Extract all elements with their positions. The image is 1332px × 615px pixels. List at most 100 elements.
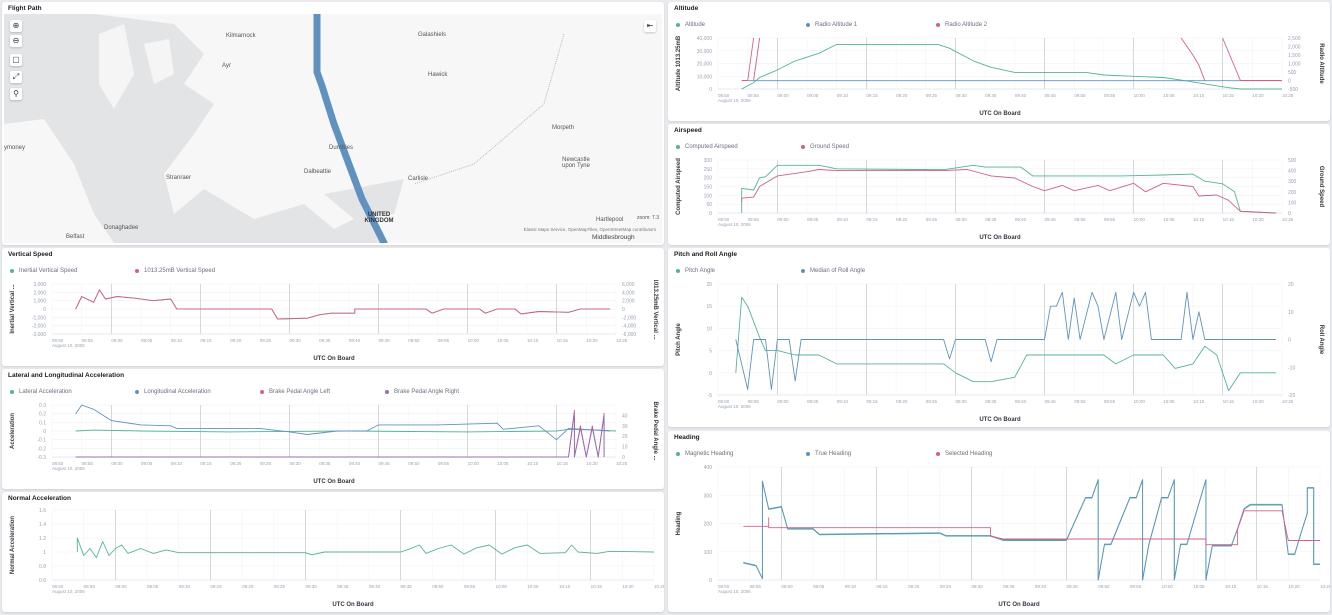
y-tick-label: 150 bbox=[704, 185, 713, 191]
legend-item[interactable]: Radio Altitude 1 bbox=[806, 20, 936, 30]
legend-item[interactable]: Median of Roll Angle bbox=[801, 266, 926, 276]
legend-item[interactable]: Inertial Vertical Speed bbox=[10, 266, 135, 276]
x-tick-label: 08:50 bbox=[52, 461, 64, 466]
legend-item[interactable]: Pitch Angle bbox=[676, 266, 801, 276]
x-date-label: August 10, 2006 bbox=[52, 589, 85, 594]
series-line-selected-heading bbox=[743, 510, 1320, 546]
collapse-left-icon[interactable]: ⇤ bbox=[644, 20, 656, 32]
lat-long-accel-chart: -0.3 -0.2 -0.1 0 0.1 0.2 0.3 0 10 20 30 40 08:50Augu… bbox=[10, 401, 658, 485]
x-tick-label: 09:35 bbox=[985, 93, 997, 98]
legend-dot-icon bbox=[135, 390, 139, 394]
map-label: Dalbeattie bbox=[304, 169, 332, 175]
chart-area[interactable]: 0.6 0.8 1 1.2 1.4 1.6 08:50 August 10, 2006 08:5… bbox=[2, 506, 664, 612]
map-label: Kilmarnock bbox=[226, 33, 256, 39]
flight-path-map[interactable]: ⊕ ⊖ ▢ ⤢ ⚲ ⇤ Kilmarnock Ayr Galashiels Ha… bbox=[4, 14, 662, 243]
y-tick-label: 40,000 bbox=[697, 36, 713, 42]
x-tick-label: 09:30 bbox=[955, 217, 967, 222]
legend-item[interactable]: Altitude bbox=[676, 20, 806, 30]
legend-item[interactable]: Radio Altitude 2 bbox=[936, 20, 1066, 30]
draw-distance-button[interactable]: ⤢ bbox=[10, 71, 22, 83]
x-tick-label: 09:30 bbox=[289, 338, 301, 343]
legend-label: Brake Pedal Angle Left bbox=[269, 389, 331, 395]
y-right-axis-title: Roll Angle bbox=[1318, 325, 1324, 355]
legend-item[interactable]: Lateral Acceleration bbox=[10, 387, 135, 397]
x-tick-label: 09:45 bbox=[1067, 584, 1079, 589]
legend-item[interactable]: Computed Airspeed bbox=[676, 142, 801, 152]
x-tick-label: 09:55 bbox=[1104, 93, 1116, 98]
legend-item[interactable]: Magnetic Heading bbox=[676, 449, 806, 459]
x-tick-label: 10:20 bbox=[1252, 93, 1264, 98]
chart-legend: Pitch Angle Median of Roll Angle bbox=[676, 266, 926, 276]
draw-shape-button[interactable]: ▢ bbox=[10, 54, 22, 66]
legend-item[interactable]: Ground Speed bbox=[801, 142, 926, 152]
altitude-chart: 0 10,000 20,000 30,000 40,000 -500 0 500 1,000 1,… bbox=[676, 35, 1324, 117]
x-tick-label: 10:00 bbox=[468, 461, 480, 466]
series-line-inertial-vertical-speed bbox=[75, 289, 611, 320]
chart-area[interactable]: -0.3 -0.2 -0.1 0 0.1 0.2 0.3 0 10 20 30 40 08:50 Augu… bbox=[2, 401, 664, 489]
x-tick-label: 09:10 bbox=[171, 338, 183, 343]
zoom-in-button[interactable]: ⊕ bbox=[10, 20, 22, 32]
legend-item[interactable]: True Heading bbox=[806, 449, 936, 459]
layers-button[interactable]: ⚲ bbox=[10, 88, 22, 100]
x-tick-label: 09:20 bbox=[896, 93, 908, 98]
chart-area[interactable]: 0 10,000 20,000 30,000 40,000 -500 0 500 1,000 1,… bbox=[668, 34, 1330, 121]
x-tick-label: 09:20 bbox=[908, 584, 920, 589]
land-ireland bbox=[4, 119, 114, 243]
y-right-tick-label: 2,000 bbox=[1288, 45, 1301, 51]
series-line-normal-acceleration bbox=[76, 537, 655, 559]
legend-item[interactable]: Longitudinal Acceleration bbox=[135, 387, 260, 397]
chart-area[interactable]: 0 100 200 300 400 08:50 August 10, 2006 08:55 09… bbox=[668, 463, 1330, 612]
legend-dot-icon bbox=[260, 390, 264, 394]
x-tick-label: 09:10 bbox=[171, 461, 183, 466]
x-date-label: August 10, 2006 bbox=[718, 222, 751, 227]
y-tick-label: 200 bbox=[704, 176, 713, 182]
x-date-label: August 10, 2006 bbox=[52, 343, 85, 348]
y-tick-label: 0.3 bbox=[39, 403, 46, 409]
chart-area[interactable]: -3,000 -2,000 -1,000 0 1,000 2,000 3,000 -6,000… bbox=[2, 280, 664, 366]
y-right-tick-label: 0 bbox=[622, 455, 625, 461]
x-tick-label: 09:45 bbox=[1045, 399, 1057, 404]
x-tick-label: 09:45 bbox=[1045, 217, 1057, 222]
y-tick-label: 200 bbox=[704, 522, 713, 528]
legend-item[interactable]: Selected Heading bbox=[936, 449, 1066, 459]
legend-item[interactable]: 1013.25mB Vertical Speed bbox=[135, 266, 260, 276]
y-right-axis-title: Radio Altitude bbox=[1318, 43, 1324, 84]
y-right-tick-label: 10 bbox=[1288, 310, 1294, 316]
legend-dot-icon bbox=[10, 269, 14, 273]
y-tick-label: 250 bbox=[704, 167, 713, 173]
y-tick-label: 1.6 bbox=[39, 508, 46, 514]
y-tick-label: -0.2 bbox=[37, 446, 46, 452]
map-label: Hartlepool bbox=[596, 217, 624, 223]
zoom-out-button[interactable]: ⊖ bbox=[10, 35, 22, 47]
legend-item[interactable]: Brake Pedal Angle Right bbox=[385, 387, 510, 397]
x-tick-label: 10:25 bbox=[1320, 584, 1330, 589]
chart-area[interactable]: -5 0 5 10 15 20 -20 -10 0 10 20 08:50 August 10, 200… bbox=[668, 280, 1330, 427]
flight-path-line bbox=[313, 14, 388, 243]
y-axis-title: Altitude 1013.25mB bbox=[676, 35, 682, 91]
vertical-speed-chart: -3,000 -2,000 -1,000 0 1,000 2,000 3,000 -6,000… bbox=[10, 280, 658, 362]
y-right-tick-label: 20 bbox=[1288, 282, 1294, 288]
x-tick-label: 09:15 bbox=[866, 217, 878, 222]
x-tick-label: 09:00 bbox=[111, 461, 123, 466]
map-label: Dumfries bbox=[329, 145, 354, 151]
x-tick-label: 09:25 bbox=[940, 584, 952, 589]
legend-item[interactable]: Brake Pedal Angle Left bbox=[260, 387, 385, 397]
y-tick-label: 20 bbox=[706, 282, 712, 288]
y-right-tick-label: -2,000 bbox=[622, 315, 636, 321]
x-tick-label: 10:00 bbox=[496, 584, 508, 589]
y-right-tick-label: -500 bbox=[1288, 87, 1298, 93]
y-tick-label: 300 bbox=[704, 493, 713, 499]
x-tick-label: 09:40 bbox=[349, 461, 361, 466]
y-right-tick-label: 0 bbox=[622, 307, 625, 313]
map-attribution[interactable]: Elastic Maps Service, OpenMapTiles, Open… bbox=[523, 227, 656, 232]
y-axis-title: Computed Airspeed bbox=[676, 158, 682, 215]
x-tick-label: 10:00 bbox=[1134, 93, 1146, 98]
x-tick-label: 10:00 bbox=[468, 338, 480, 343]
legend-dot-icon bbox=[676, 452, 680, 456]
x-tick-label: 09:40 bbox=[349, 338, 361, 343]
legend-label: Longitudinal Acceleration bbox=[144, 389, 211, 395]
chart-area[interactable]: 0 50 100 150 200 250 300 0 100 200 300 400 500 08:50 A… bbox=[668, 156, 1330, 245]
legend-label: Inertial Vertical Speed bbox=[19, 268, 78, 274]
